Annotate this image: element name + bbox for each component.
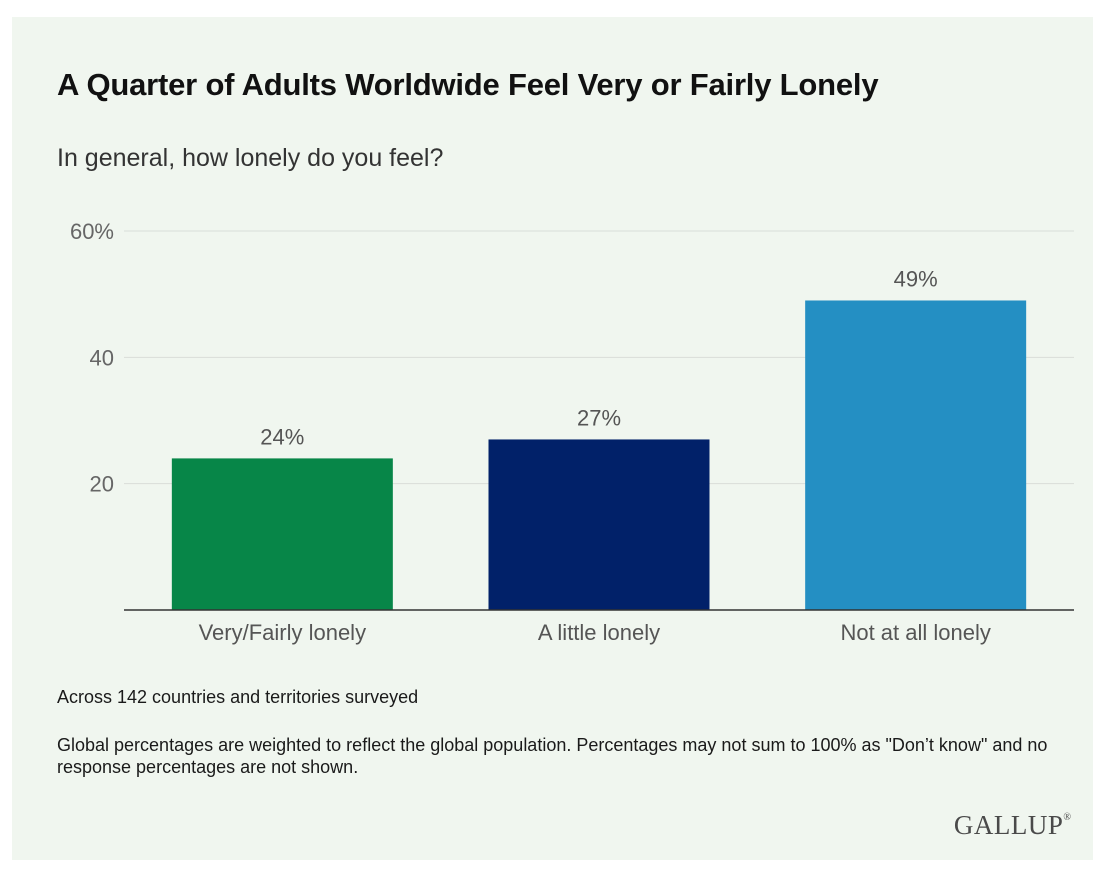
bar-chart: 24% 27% 49% 20 40 60% Very/Fairly lonely A lit… (70, 219, 1074, 645)
y-tick-label: 20 (90, 472, 114, 497)
sample-note: Across 142 countries and territories sur… (57, 687, 419, 707)
registered-mark: ® (1063, 812, 1071, 823)
x-tick-label: Very/Fairly lonely (199, 620, 367, 645)
chart-title: A Quarter of Adults Worldwide Feel Very … (57, 67, 879, 102)
chart-card: A Quarter of Adults Worldwide Feel Very … (12, 17, 1093, 860)
logo-text: GALLUP (953, 810, 1064, 840)
y-tick-label: 40 (90, 345, 114, 370)
axes: 20 40 60% Very/Fairly lonely A little lonely… (70, 219, 1074, 645)
y-tick-label: 60% (70, 219, 114, 244)
bar (805, 300, 1027, 610)
data-label: 27% (577, 405, 621, 430)
data-label: 49% (894, 266, 938, 291)
x-tick-label: Not at all lonely (840, 620, 990, 645)
bars: 24% 27% 49% (171, 266, 1027, 610)
chart-subtitle: In general, how lonely do you feel? (57, 144, 444, 172)
gallup-logo: GALLUP® (954, 810, 1071, 841)
bar (171, 458, 393, 610)
bar (488, 439, 710, 610)
x-tick-label: A little lonely (538, 620, 660, 645)
methodology-note: Global percentages are weighted to refle… (57, 735, 1048, 777)
data-label: 24% (260, 424, 304, 449)
